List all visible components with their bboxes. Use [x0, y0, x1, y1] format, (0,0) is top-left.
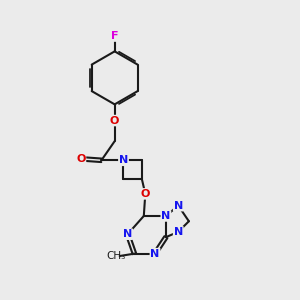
Text: F: F — [111, 31, 118, 41]
Text: N: N — [161, 211, 170, 221]
Text: N: N — [150, 249, 160, 259]
Text: O: O — [76, 154, 86, 164]
Text: N: N — [174, 201, 183, 211]
Text: O: O — [141, 189, 150, 199]
Text: N: N — [123, 229, 132, 239]
Text: N: N — [119, 155, 128, 165]
Text: N: N — [174, 227, 183, 237]
Text: CH₃: CH₃ — [106, 251, 126, 261]
Text: O: O — [110, 116, 119, 126]
